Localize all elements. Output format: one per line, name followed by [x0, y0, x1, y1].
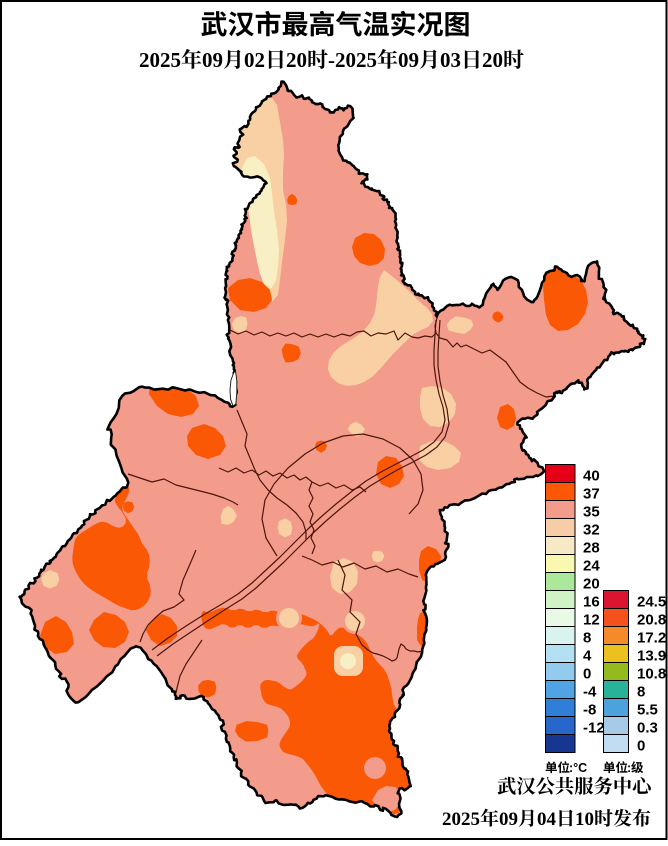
- svg-text:35: 35: [583, 504, 600, 521]
- svg-text:32: 32: [583, 522, 600, 539]
- svg-text:5.5: 5.5: [637, 702, 658, 719]
- svg-text:12: 12: [583, 612, 600, 629]
- svg-text:28: 28: [583, 540, 600, 557]
- svg-text:2025: 2025: [139, 48, 181, 72]
- svg-text:-: -: [328, 48, 335, 72]
- svg-text:02: 02: [244, 48, 265, 72]
- svg-text:0: 0: [583, 666, 591, 683]
- svg-text:37: 37: [583, 486, 600, 503]
- svg-text:10.8: 10.8: [637, 666, 666, 683]
- svg-text:20: 20: [482, 48, 503, 72]
- svg-text:20: 20: [286, 48, 307, 72]
- svg-text:4: 4: [583, 648, 592, 665]
- svg-text:24.5: 24.5: [637, 594, 666, 611]
- svg-text:03: 03: [440, 48, 461, 72]
- svg-text:-8: -8: [583, 702, 596, 719]
- svg-text:09: 09: [398, 48, 419, 72]
- svg-text:2025: 2025: [442, 809, 480, 830]
- svg-text:09: 09: [499, 809, 518, 830]
- svg-text:04: 04: [537, 809, 557, 830]
- svg-text:40: 40: [583, 468, 600, 485]
- svg-text:10: 10: [575, 809, 594, 830]
- svg-text:0.3: 0.3: [637, 720, 658, 737]
- svg-text:-4: -4: [583, 684, 597, 701]
- svg-text::: :: [627, 761, 631, 775]
- svg-text:0: 0: [637, 738, 645, 755]
- svg-text:20: 20: [583, 576, 600, 593]
- svg-text:20.8: 20.8: [637, 612, 666, 629]
- svg-text:16: 16: [583, 594, 600, 611]
- svg-text:09: 09: [202, 48, 223, 72]
- svg-text:8: 8: [637, 684, 645, 701]
- svg-text:8: 8: [583, 630, 591, 647]
- svg-text::°C: :°C: [569, 761, 587, 775]
- svg-text:-12: -12: [583, 720, 605, 737]
- svg-text:17.2: 17.2: [637, 630, 666, 647]
- svg-text:2025: 2025: [335, 48, 377, 72]
- svg-text:13.9: 13.9: [637, 648, 666, 665]
- svg-text:24: 24: [583, 558, 600, 575]
